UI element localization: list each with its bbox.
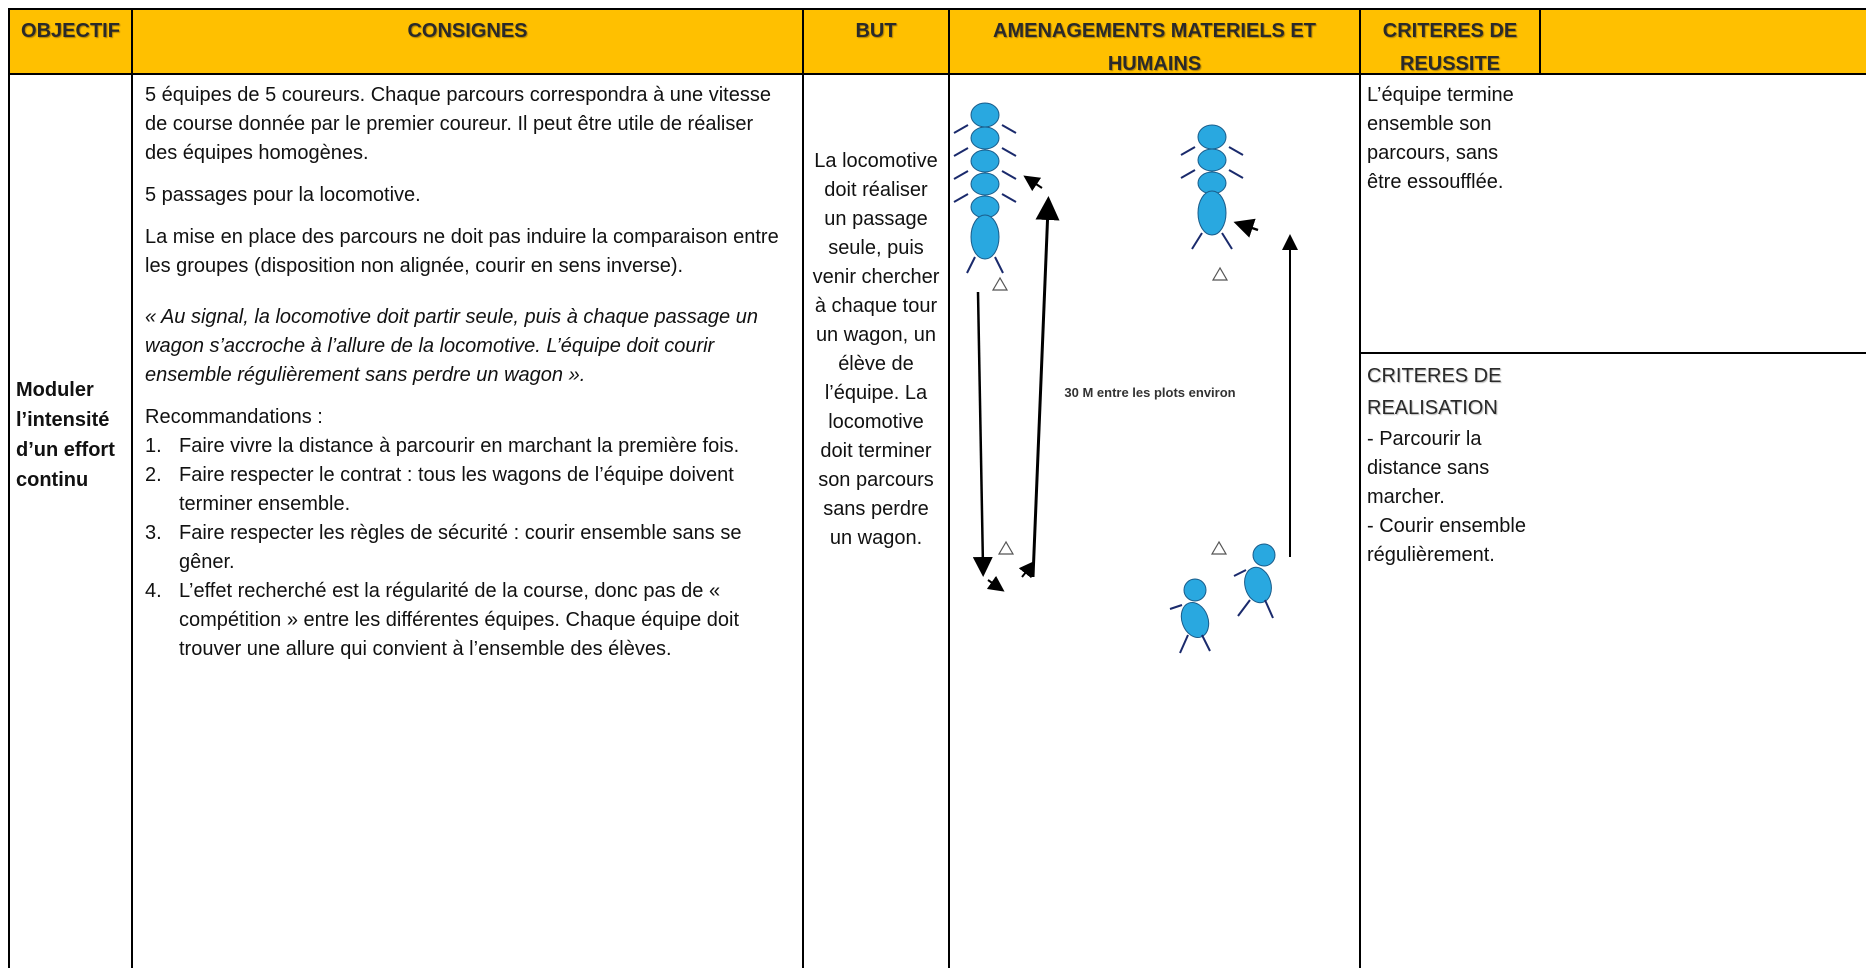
cone <box>991 266 1229 555</box>
rec-text: Faire respecter les règles de sécurité :… <box>179 522 742 573</box>
header-cell: BUT <box>804 10 950 73</box>
criteres-cell: L’équipe termine ensemble son parcours, … <box>1361 75 1866 968</box>
distance-label: 30 M entre les plots environ <box>1064 385 1235 400</box>
header-cell: AMENAGEMENTS MATERIELS ET HUMAINS <box>950 10 1361 75</box>
rec-number: 2. <box>145 464 162 486</box>
realisation-title: CRITERES DE REALISATION <box>1367 365 1502 419</box>
consignes-cell: 5 équipes de 5 coureurs. Chaque parcours… <box>133 75 804 968</box>
quote: « Au signal, la locomotive doit partir s… <box>145 306 758 386</box>
but-cell: La locomotive doit réaliser un passage s… <box>804 75 950 968</box>
team-figure <box>1197 124 1227 236</box>
objectif-cell: Moduler l’intensité d’un effort continu <box>10 75 133 968</box>
paragraph: 5 passages pour la locomotive. <box>145 184 421 206</box>
rec-number: 1. <box>145 435 162 457</box>
row-border <box>8 73 1866 75</box>
header-cell: OBJECTIF <box>10 10 133 73</box>
realisation-item: - Courir ensemble régulièrement. <box>1367 515 1526 566</box>
paragraph: 5 équipes de 5 coureurs. Chaque parcours… <box>145 84 771 164</box>
rec-text: Faire respecter le contrat : tous les wa… <box>179 464 734 515</box>
rec-number: 4. <box>145 580 162 602</box>
reussite-text: L’équipe termine ensemble son parcours, … <box>1367 84 1514 193</box>
realisation-item: - Parcourir la distance sans marcher. <box>1367 428 1490 508</box>
rec-item: 1. Faire vivre la distance à parcourir en… <box>145 432 788 461</box>
rec-text: L’effet recherché est la régularité de l… <box>179 580 740 660</box>
rec-number: 3. <box>145 522 162 544</box>
rec-text: Faire vivre la distance à parcourir en m… <box>179 435 740 457</box>
rec-item: 3. Faire respecter les règles de sécurité… <box>145 519 788 577</box>
header-cell: CRITERES DE REUSSITE <box>1361 10 1541 75</box>
arrows <box>972 175 1298 592</box>
header-fill <box>1541 10 1866 73</box>
team-figure <box>970 102 1000 260</box>
paragraph: La mise en place des parcours ne doit pa… <box>145 226 779 277</box>
table-frame <box>8 8 1866 968</box>
recommendations-title: Recommandations : <box>145 406 323 428</box>
header-cell: CONSIGNES <box>133 10 804 73</box>
runner <box>1180 543 1276 638</box>
diagram: 30 M entre les plots environ <box>953 102 1298 654</box>
rec-item: 2. Faire respecter le contrat : tous les … <box>145 461 788 519</box>
inner-border <box>1361 352 1866 354</box>
realisation-list: - Parcourir la distance sans marcher. - … <box>1367 425 1542 570</box>
amenagements-cell: 30 M entre les plots environ <box>950 75 1361 968</box>
rec-item: 4. L’effet recherché est la régularité de… <box>145 577 788 664</box>
